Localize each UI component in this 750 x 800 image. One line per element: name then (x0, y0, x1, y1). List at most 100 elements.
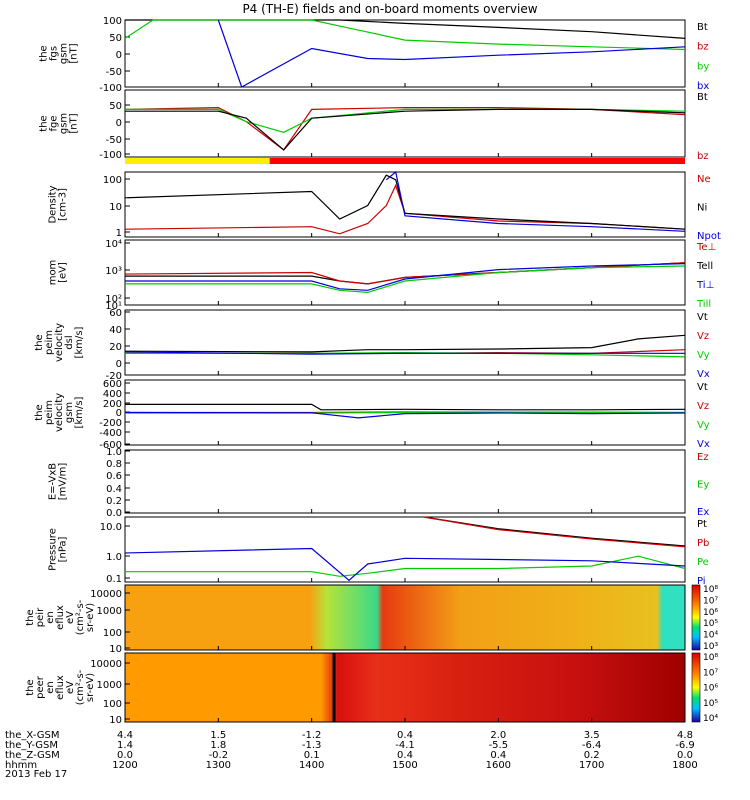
colorbar-tick-label: 10⁵ (703, 619, 718, 629)
series-Ni-line (124, 174, 686, 230)
series-Pt-line (423, 516, 686, 547)
panel-peim-velocity-dsl: 60 40 20 0-20 thepeimvelocitydsl[km/s] Vt Vz Vy… (34, 308, 710, 382)
legend-entry: bz (697, 42, 709, 53)
quality-bar-yellow (125, 158, 270, 164)
colorbar-tick-label: 10⁶ (703, 684, 718, 694)
legend-entry: Pt (697, 519, 707, 530)
legend-entry: Ex (697, 507, 709, 518)
series-Vx-line (124, 351, 685, 355)
y-tick-label: 10.0 (100, 522, 122, 533)
series-Vt-line (124, 334, 686, 353)
series-bx-line (217, 19, 686, 88)
ephemeris-row-label: the_X-GSM (5, 730, 59, 741)
colorbar-tick-label: 10⁸ (703, 585, 718, 595)
legend-entry: Npot (697, 231, 721, 242)
colorbar-tick-label: 10⁸ (703, 653, 718, 663)
ephemeris-value: 0.4 (397, 730, 413, 741)
legend-entry: Ez (697, 452, 709, 463)
y-tick-label: -20 (106, 371, 122, 382)
series-Pi-line (124, 547, 686, 582)
panel-frame (124, 239, 686, 306)
panel-fge: 50 0 -50 -100 thefgegsm[nT] Bt bz (39, 89, 709, 164)
y-tick-label: 1 (116, 228, 122, 239)
y-tick-label: 10000 (90, 589, 122, 600)
ephemeris-value: 1500 (392, 760, 417, 771)
series-Vx-line (124, 411, 686, 419)
series-Bt-line (125, 108, 686, 151)
legend-entry: Bt (697, 22, 708, 33)
ephemeris-value: 1.8 (210, 740, 226, 751)
y-axis-label: thefgegsm[nT] (39, 113, 80, 134)
ephemeris-value: 1700 (579, 760, 604, 771)
series-Pb-line (423, 516, 686, 548)
legend-entry: Vx (697, 369, 710, 380)
colorbar-tick-label: 10⁴ (703, 631, 718, 641)
date-label: 2013 Feb 17 (5, 769, 67, 780)
y-tick-label: 400 (103, 389, 122, 400)
y-tick-label: 100 (103, 699, 122, 710)
panel-peer-en-eflux: 10⁸ 10⁷ 10⁶ 10⁵ 10⁴ 10000 1000 100 10 thepeerenef… (25, 652, 718, 726)
y-tick-label: 0 (116, 359, 122, 370)
y-tick-label: 0 (116, 118, 122, 129)
colorbar-tick-label: 10⁴ (703, 714, 718, 724)
ephemeris-axis: the_X-GSM 4.4 1.5 -1.2 0.4 2.0 3.5 4.8 the_Y-GSM… (5, 730, 698, 771)
legend-entry: Vz (697, 331, 709, 342)
y-tick-label: 40 (109, 325, 122, 336)
legend-entry: Tell (696, 261, 713, 272)
panels: 100500-50-100thefgsgsm[nT]Btbzbybx500-50… (25, 16, 721, 726)
panel-fgs: 100 50 0 -50 -100 thefgsgsm[nT] Bt bz by bx (39, 16, 710, 94)
y-axis-label: Pressure[nPa] (48, 528, 69, 571)
legend-entry: Ne (697, 174, 711, 185)
ephemeris-row-label: hhmm (5, 760, 37, 771)
y-tick-label: 1.0 (106, 447, 122, 458)
plot-title: P4 (TH-E) fields and on-board moments ov… (242, 2, 537, 16)
series-Ne-line (124, 183, 686, 235)
series-Vt-line (125, 403, 686, 411)
colorbar-tick-label: 10⁶ (703, 608, 718, 618)
ephemeris-value: -6.4 (582, 740, 602, 751)
y-tick-label: 10³ (105, 266, 122, 277)
legend-entry: Pb (697, 538, 709, 549)
spectrogram-image (125, 585, 685, 650)
y-tick-label: 0.4 (106, 484, 122, 495)
legend-entry: Ni (697, 203, 707, 214)
y-tick-label: 10¹ (105, 301, 122, 312)
y-axis-label: thepeimvelocitygsm[km/s] (34, 393, 85, 432)
panel-e-field: 1.00.80.6 0.40.20.0 E=-VxB[mV/m] Ez Ey Ex (48, 447, 710, 519)
y-tick-label: 0 (116, 50, 122, 61)
colorbar-tick-label: 10⁵ (703, 699, 718, 709)
ephemeris-value: 0.0 (677, 750, 693, 761)
y-axis-label: thepeerenefluxeV(cm²-s-sr-eV) (25, 669, 96, 705)
y-tick-label: 200 (103, 399, 122, 410)
ephemeris-value: 4.8 (677, 730, 693, 741)
ephemeris-value: 1600 (486, 760, 511, 771)
y-tick-label: 0.0 (106, 508, 122, 519)
ephemeris-value: -0.2 (209, 750, 229, 761)
y-tick-label: 10000 (90, 659, 122, 670)
y-tick-label: 10 (109, 715, 122, 726)
ephemeris-value: 0.4 (397, 750, 413, 761)
legend-entry: Vy (697, 420, 710, 431)
panel-pressure: 10.0 1.0 0.1 Pressure[nPa] Pt Pb Pe Pi (48, 516, 709, 587)
y-axis-label: thepeimvelocitydsl[km/s] (34, 323, 85, 362)
y-tick-label: 50 (109, 101, 122, 112)
ephemeris-value: 0.0 (117, 750, 133, 761)
ephemeris-row-label: the_Y-GSM (5, 740, 58, 751)
y-tick-label: 0.8 (106, 459, 122, 470)
colorbar-tick-label: 10⁷ (703, 668, 718, 678)
y-tick-label: 0.6 (106, 471, 122, 482)
ephemeris-value: 1.5 (210, 730, 226, 741)
y-tick-label: 100 (103, 175, 122, 186)
y-tick-label: -50 (106, 135, 122, 146)
ephemeris-value: 1.4 (117, 740, 133, 751)
legend-entry: Vz (697, 401, 709, 412)
legend-entry: Pe (697, 557, 709, 568)
y-tick-label: 1.0 (106, 552, 122, 563)
legend-entry: Vy (697, 350, 710, 361)
ephemeris-value: 2.0 (490, 730, 506, 741)
series-Npot-line (385, 170, 686, 232)
y-tick-label: 1000 (97, 606, 122, 617)
panel-frame (124, 19, 686, 88)
legend-entry: Vx (697, 439, 710, 450)
